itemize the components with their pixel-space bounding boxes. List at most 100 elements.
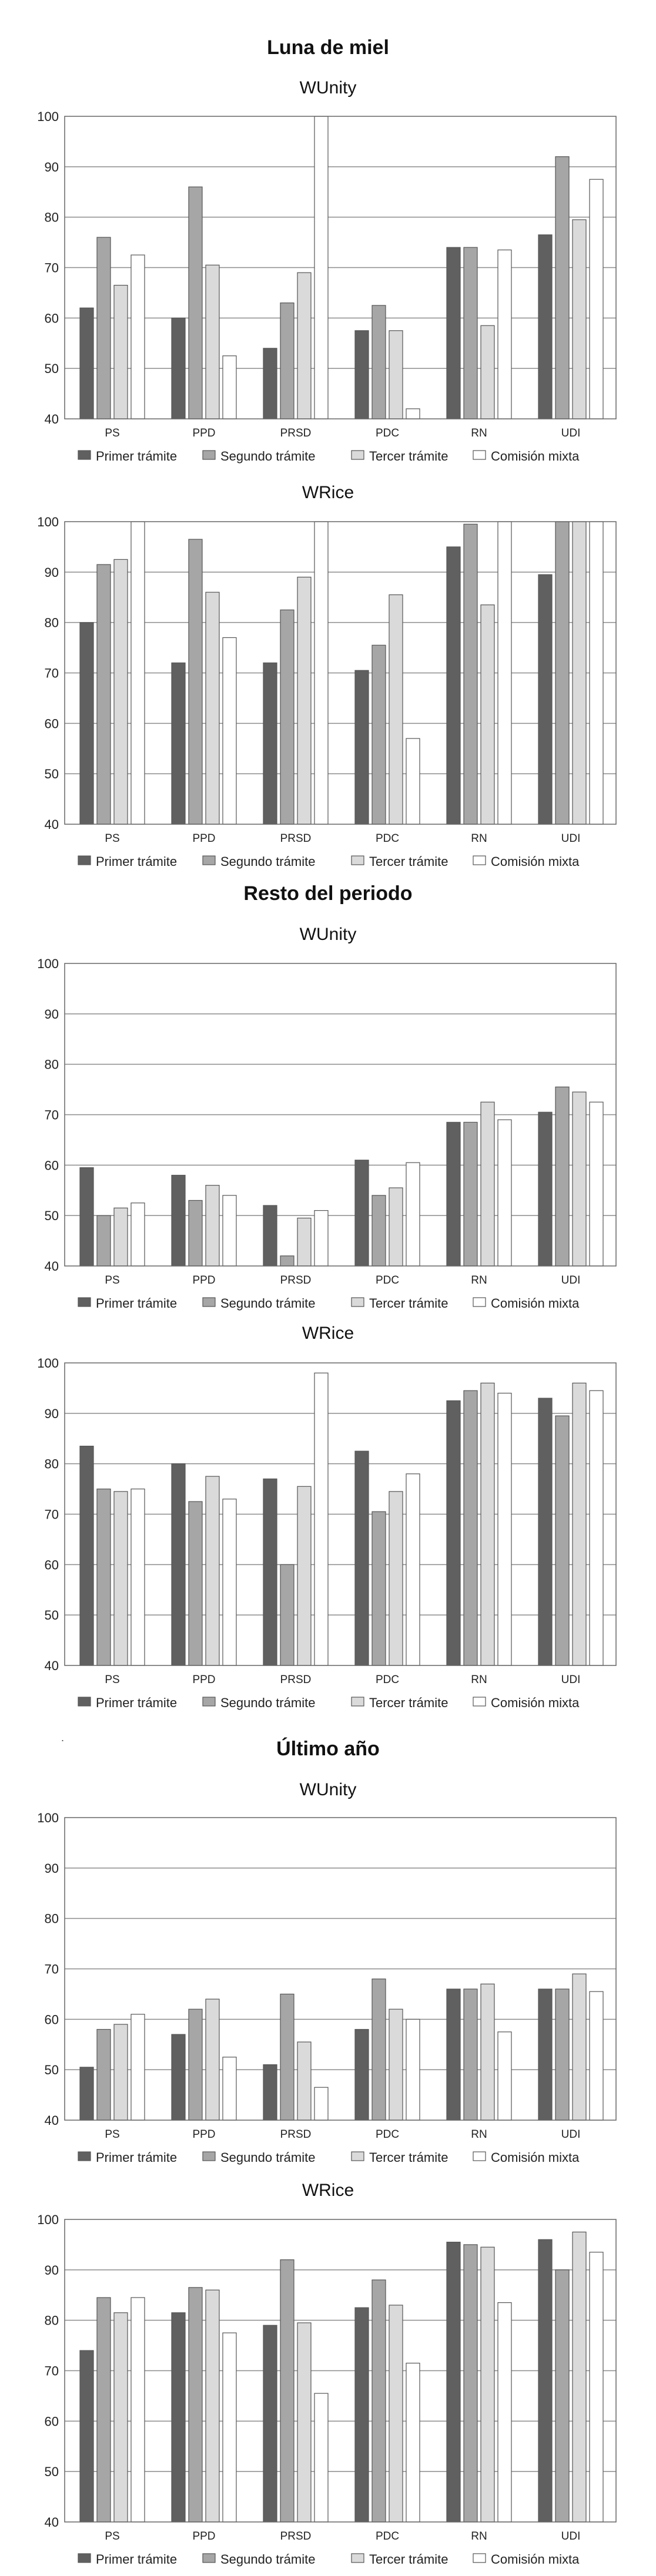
bar-ppd-s2	[188, 2287, 203, 2523]
bar-pdc-s3	[389, 2305, 403, 2523]
legend-swatch	[78, 855, 91, 865]
legend-swatch	[202, 855, 216, 865]
bar-prsd-s2	[280, 302, 294, 419]
bar-prsd-s2	[280, 2259, 294, 2523]
bar-ppd-s1	[171, 2312, 186, 2523]
bar-udi-s3	[572, 521, 587, 825]
bar-ppd-s3	[205, 1185, 220, 1267]
legend-swatch	[78, 2151, 91, 2161]
bar-rn-s4	[497, 1392, 512, 1666]
chart-title-3: WRice	[302, 1324, 354, 1343]
y-tick-label: 100	[37, 2212, 59, 2227]
legend-swatch	[473, 855, 486, 865]
bar-rn-s3	[480, 1983, 495, 2121]
legend-label: Segundo trámite	[220, 1296, 315, 1311]
category-label: PDC	[376, 2128, 399, 2141]
legend-swatch	[473, 2151, 486, 2161]
stray-dot: .	[61, 1732, 65, 1744]
bar-rn-s3	[480, 1101, 495, 1267]
category-label: UDI	[561, 1274, 581, 1287]
bar-ppd-s3	[205, 1476, 220, 1666]
y-tick-label: 90	[45, 1406, 59, 1421]
category-label: UDI	[561, 2128, 581, 2141]
bar-rn-s1	[446, 247, 461, 419]
bar-prsd-s1	[263, 1478, 277, 1666]
bar-pdc-s1	[354, 2028, 369, 2121]
y-tick-label: 80	[45, 1457, 59, 1472]
bar-ppd-s2	[188, 1200, 203, 1267]
y-tick-label: 40	[45, 412, 59, 426]
y-tick-label: 50	[45, 767, 59, 781]
legend-swatch	[78, 2553, 91, 2563]
chart-luna-de-miel-wrice: 40 50 60 70 80 90 100 PS PPD PRSD PDC RN UDI Primer t…	[37, 515, 617, 869]
bar-ps-s1	[79, 307, 94, 419]
bar-prsd-s1	[263, 348, 277, 419]
bar-ppd-s2	[188, 539, 203, 825]
bar-ps-s4	[130, 1203, 145, 1267]
bar-udi-s1	[538, 1989, 553, 2121]
legend-swatch	[202, 450, 216, 460]
bar-rn-s2	[463, 1121, 478, 1267]
category-label: RN	[471, 2530, 487, 2543]
bar-pdc-s3	[389, 594, 403, 825]
bar-prsd-s1	[263, 1205, 277, 1267]
legend-swatch	[78, 1697, 91, 1707]
bar-ps-s1	[79, 1446, 94, 1666]
category-label: PPD	[192, 1274, 215, 1287]
bar-prsd-s4	[314, 116, 329, 419]
bar-ppd-s4	[222, 1195, 237, 1267]
bar-prsd-s1	[263, 662, 277, 825]
y-tick-label: 50	[45, 1208, 59, 1223]
category-label: PDC	[376, 1274, 399, 1287]
legend-label: Segundo trámite	[220, 2552, 315, 2567]
bar-ps-s3	[113, 2024, 128, 2121]
bar-rn-s1	[446, 2242, 461, 2523]
bar-ppd-s1	[171, 1174, 186, 1267]
category-label: PRSD	[280, 427, 312, 439]
bar-udi-s2	[555, 1415, 570, 1666]
bar-ppd-s4	[222, 637, 237, 825]
bar-rn-s1	[446, 546, 461, 825]
section-title-luna-de-miel: Luna de miel	[267, 36, 389, 59]
bar-udi-s3	[572, 1973, 587, 2121]
y-tick-label: 40	[45, 2113, 59, 2128]
bar-pdc-s3	[389, 2009, 403, 2121]
bar-pdc-s1	[354, 1450, 369, 1666]
bar-prsd-s3	[297, 1486, 312, 1666]
chart-luna-de-miel-wunity: 40 50 60 70 80 90 100 PS PPD PRSD PDC RN UDI Primer t…	[37, 109, 617, 464]
bar-ps-s3	[113, 1491, 128, 1666]
y-tick-label: 80	[45, 1912, 59, 1926]
y-tick-label: 70	[45, 1962, 59, 1977]
bar-udi-s2	[555, 1989, 570, 2121]
category-label: PPD	[192, 1674, 215, 1686]
bar-ps-s2	[96, 2028, 111, 2121]
y-tick-label: 80	[45, 1057, 59, 1072]
bar-ppd-s2	[188, 1501, 203, 1666]
category-label: PRSD	[280, 1274, 312, 1287]
bar-pdc-s1	[354, 2307, 369, 2523]
bar-ps-s2	[96, 1488, 111, 1666]
bar-ps-s3	[113, 1207, 128, 1267]
bar-udi-s2	[555, 521, 570, 825]
bar-udi-s3	[572, 219, 587, 419]
y-tick-label: 50	[45, 2464, 59, 2479]
bar-prsd-s4	[314, 1372, 329, 1666]
bar-ps-s4	[130, 2014, 145, 2121]
legend-label: Primer trámite	[96, 1695, 177, 1710]
category-label: PRSD	[280, 2530, 312, 2543]
legend-swatch	[351, 855, 364, 865]
bar-prsd-s3	[297, 576, 312, 825]
legend-swatch	[351, 1297, 364, 1307]
legend-label: Comisión mixta	[491, 1695, 580, 1710]
bar-ps-s2	[96, 237, 111, 419]
y-tick-label: 90	[45, 160, 59, 174]
bar-rn-s2	[463, 523, 478, 825]
y-tick-label: 50	[45, 1608, 59, 1623]
y-tick-label: 60	[45, 716, 59, 731]
y-tick-label: 70	[45, 2364, 59, 2379]
bar-prsd-s2	[280, 1564, 294, 1666]
y-tick-label: 40	[45, 1658, 59, 1673]
y-tick-label: 60	[45, 2012, 59, 2027]
chart-resto-del-periodo-wrice: 40 50 60 70 80 90 100 PS PPD PRSD PDC RN UDI Primer t…	[37, 1356, 617, 1710]
category-label: PRSD	[280, 832, 312, 845]
